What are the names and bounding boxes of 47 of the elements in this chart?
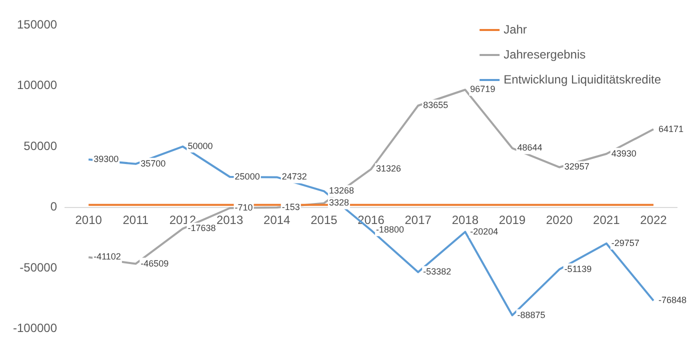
data-label: -76848 — [658, 295, 686, 306]
legend-label: Entwicklung Liquiditätskredite — [504, 72, 662, 86]
data-label: 64171 — [658, 124, 684, 134]
data-label: 25000 — [234, 171, 260, 182]
x-tick-label: 2017 — [404, 212, 432, 227]
data-label: 96719 — [470, 84, 496, 94]
data-label: 13268 — [328, 186, 354, 196]
x-tick-label: 2018 — [452, 212, 479, 227]
legend-label: Jahresergebnis — [504, 47, 586, 62]
data-label: 43930 — [611, 148, 636, 158]
data-label: -153 — [282, 202, 300, 212]
data-label: -88875 — [517, 310, 546, 320]
x-tick-label: 2013 — [216, 212, 244, 227]
data-label: 3328 — [328, 198, 349, 208]
data-label: 83655 — [423, 100, 448, 110]
y-tick-label: 150000 — [16, 17, 58, 32]
data-label: -51139 — [564, 264, 592, 274]
data-label: 24732 — [282, 172, 307, 182]
data-label: -17638 — [188, 223, 216, 234]
data-label: 35700 — [140, 158, 166, 168]
y-tick-label: 50000 — [24, 138, 58, 153]
data-label: 48644 — [517, 142, 542, 153]
data-label: 50000 — [188, 141, 213, 152]
x-tick-label: 2021 — [593, 212, 620, 227]
data-label: 32957 — [564, 162, 590, 172]
x-tick-label: 2010 — [75, 212, 102, 227]
data-label: -710 — [234, 202, 253, 213]
data-label: -18800 — [376, 224, 404, 235]
y-tick-label: -50000 — [20, 260, 58, 274]
data-label: -46509 — [140, 258, 169, 268]
x-tick-label: 2011 — [122, 212, 149, 227]
x-tick-label: 2016 — [358, 212, 385, 227]
y-tick-label: 100000 — [16, 78, 58, 92]
x-tick-label: 2015 — [310, 212, 338, 227]
legend-label: Jahr — [504, 22, 527, 36]
x-tick-label: 2020 — [546, 212, 573, 227]
x-tick-label: 2019 — [498, 212, 526, 227]
y-tick-label: 0 — [50, 200, 58, 214]
x-tick-label: 2022 — [640, 212, 668, 227]
data-label: -20204 — [470, 226, 498, 236]
y-tick-label: -100000 — [12, 321, 58, 336]
x-tick-label: 2014 — [264, 212, 291, 227]
data-label: -41102 — [94, 252, 121, 262]
data-label: -53382 — [423, 266, 452, 277]
data-label: 39300 — [94, 154, 119, 164]
data-label: -29757 — [611, 238, 640, 248]
data-label: 31326 — [376, 164, 402, 174]
